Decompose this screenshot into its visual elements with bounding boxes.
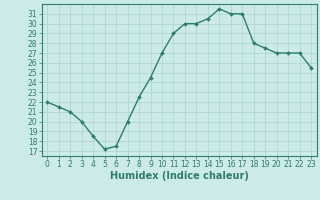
- X-axis label: Humidex (Indice chaleur): Humidex (Indice chaleur): [110, 171, 249, 181]
